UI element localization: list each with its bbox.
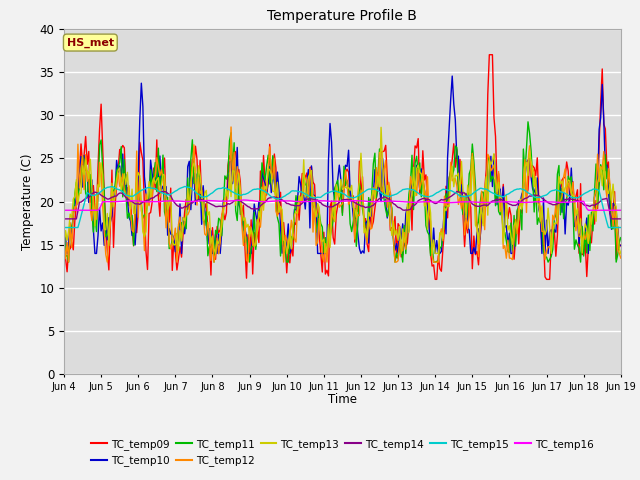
Line: TC_temp16: TC_temp16 [64, 200, 621, 210]
TC_temp14 [550, 202, 558, 208]
TC_temp14 [408, 204, 416, 209]
TC_temp11 [552, 212, 559, 218]
TC_temp09 [408, 227, 416, 233]
TC_temp16 [239, 197, 247, 203]
TC_temp13 [552, 221, 559, 227]
TC_temp14 [617, 216, 625, 222]
Y-axis label: Temperature (C): Temperature (C) [21, 153, 34, 250]
Line: TC_temp11: TC_temp11 [64, 122, 621, 262]
TC_temp16 [164, 198, 172, 204]
TC_temp12 [165, 240, 173, 245]
TC_temp10 [397, 236, 405, 242]
TC_temp15 [617, 225, 625, 230]
TC_temp16 [550, 199, 558, 205]
TC_temp14 [396, 205, 403, 211]
TC_temp09 [60, 249, 68, 254]
TC_temp14 [377, 195, 385, 201]
TC_temp10 [552, 229, 559, 235]
TC_temp09 [617, 242, 625, 248]
Legend: TC_temp09, TC_temp10, TC_temp11, TC_temp12, TC_temp13, TC_temp14, TC_temp15, TC_: TC_temp09, TC_temp10, TC_temp11, TC_temp… [87, 435, 598, 470]
TC_temp15 [76, 219, 83, 225]
TC_temp16 [410, 200, 417, 205]
TC_temp16 [60, 207, 68, 213]
TC_temp09 [431, 276, 439, 282]
Line: TC_temp09: TC_temp09 [64, 55, 621, 279]
TC_temp15 [550, 187, 558, 193]
TC_temp12 [77, 165, 85, 170]
TC_temp12 [412, 179, 419, 185]
TC_temp11 [397, 247, 405, 252]
TC_temp16 [76, 207, 83, 213]
TC_temp15 [397, 188, 405, 194]
TC_temp10 [410, 187, 417, 192]
TC_temp09 [396, 224, 403, 229]
TC_temp13 [380, 189, 388, 194]
TC_temp11 [60, 223, 68, 229]
Line: TC_temp13: TC_temp13 [64, 127, 621, 253]
Line: TC_temp14: TC_temp14 [64, 192, 621, 219]
TC_temp11 [379, 184, 387, 190]
TC_temp10 [165, 226, 173, 231]
TC_temp11 [65, 259, 72, 265]
TC_temp15 [180, 184, 188, 190]
TC_temp14 [76, 199, 83, 205]
TC_temp10 [379, 156, 387, 161]
TC_temp14 [453, 189, 461, 194]
Line: TC_temp12: TC_temp12 [64, 127, 621, 262]
X-axis label: Time: Time [328, 394, 357, 407]
TC_temp13 [377, 124, 385, 130]
Text: HS_met: HS_met [67, 37, 114, 48]
TC_temp09 [552, 253, 559, 259]
TC_temp10 [449, 73, 456, 79]
TC_temp13 [212, 251, 220, 256]
TC_temp16 [617, 207, 625, 213]
TC_temp11 [524, 119, 532, 125]
TC_temp10 [617, 242, 625, 248]
TC_temp10 [63, 251, 71, 256]
TC_temp11 [617, 235, 625, 240]
TC_temp12 [65, 259, 72, 265]
TC_temp13 [399, 226, 406, 232]
TC_temp11 [410, 207, 417, 213]
TC_temp10 [60, 225, 68, 230]
TC_temp09 [76, 168, 83, 173]
TC_temp12 [60, 239, 68, 245]
Line: TC_temp15: TC_temp15 [64, 187, 621, 228]
TC_temp13 [164, 206, 172, 212]
TC_temp13 [76, 190, 83, 196]
TC_temp15 [379, 191, 387, 197]
TC_temp10 [77, 154, 85, 159]
TC_temp11 [77, 173, 85, 179]
TC_temp13 [60, 245, 68, 251]
TC_temp14 [60, 216, 68, 222]
TC_temp12 [399, 248, 406, 253]
TC_temp09 [164, 212, 172, 217]
TC_temp09 [377, 149, 385, 155]
TC_temp15 [60, 225, 68, 230]
TC_temp09 [486, 52, 493, 58]
Title: Temperature Profile B: Temperature Profile B [268, 10, 417, 24]
TC_temp12 [227, 124, 235, 130]
TC_temp13 [617, 251, 625, 256]
TC_temp11 [165, 246, 173, 252]
TC_temp13 [412, 193, 419, 199]
TC_temp14 [164, 191, 172, 196]
Line: TC_temp10: TC_temp10 [64, 76, 621, 253]
TC_temp15 [410, 187, 417, 192]
TC_temp12 [552, 202, 559, 207]
TC_temp12 [380, 167, 388, 172]
TC_temp12 [617, 255, 625, 261]
TC_temp16 [397, 199, 405, 204]
TC_temp16 [379, 199, 387, 204]
TC_temp15 [164, 192, 172, 197]
